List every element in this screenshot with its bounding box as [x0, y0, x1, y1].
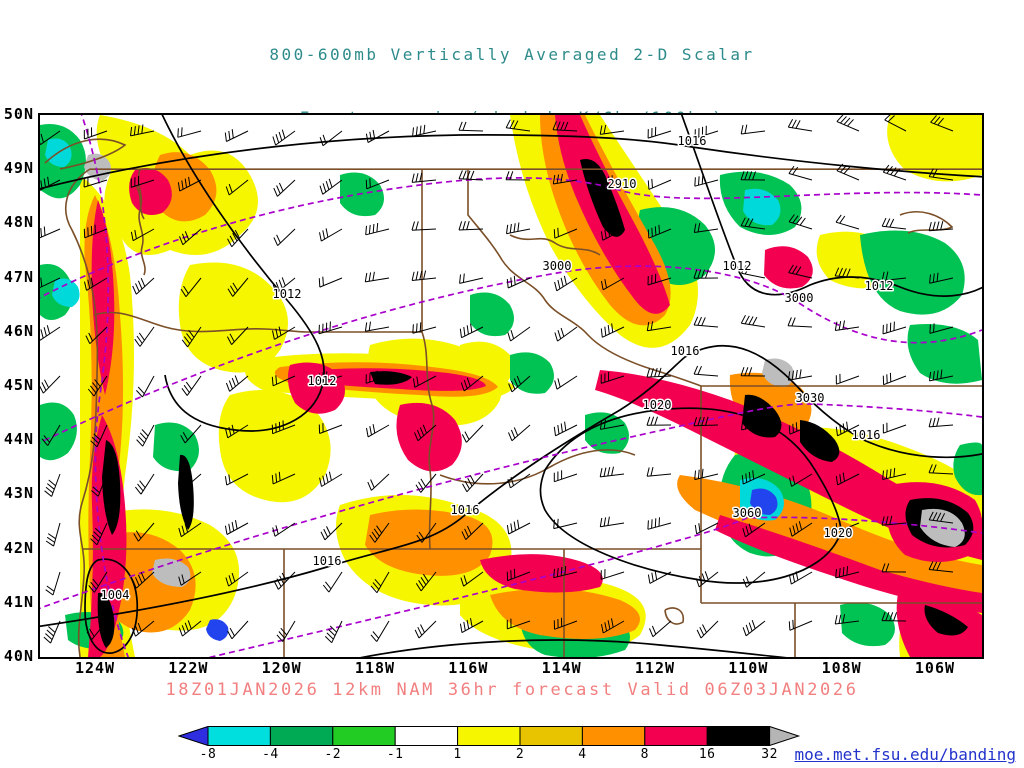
colorbar-tick-label: 16: [698, 747, 716, 762]
height-contour-label: 2910: [608, 177, 637, 191]
colorbar-segment: [394, 726, 459, 746]
colorbar-tick-label: -4: [262, 747, 279, 762]
colorbar-tick-label: 4: [578, 747, 587, 762]
colorbar-left-arrow: [177, 725, 209, 747]
colorbar-tick-label: -1: [386, 747, 404, 762]
y-axis-label: 44N: [3, 430, 34, 449]
height-contour-label: 3000: [543, 259, 572, 273]
shading-blue: [206, 488, 778, 641]
mslp-contour-label: 1004: [101, 588, 130, 602]
colorbar: -8 -4 -2 -1 1 2 4 8 16 32: [177, 725, 804, 766]
colorbar-tick-label: 8: [640, 747, 649, 762]
x-axis-label: 120W: [261, 659, 302, 677]
x-axis-label: 106W: [914, 659, 956, 677]
mslp-contour-label: 1016: [678, 134, 707, 148]
colorbar-segment: [207, 726, 271, 746]
mslp-contour-label: 1012: [308, 374, 337, 388]
height-contour-label: 3000: [785, 291, 814, 305]
height-contour-label: 3030: [796, 391, 825, 405]
colorbar-segment: [269, 726, 334, 746]
y-axis-label: 48N: [3, 213, 34, 232]
mslp-contour-label: 1016: [451, 503, 480, 517]
colorbar-segment: [706, 726, 771, 746]
geography-borders: [44, 138, 982, 657]
mslp-contour-label: 1020: [824, 526, 853, 540]
colorbar-tick-label: 32: [761, 747, 778, 762]
x-axis-label: 124W: [74, 659, 116, 677]
colorbar-segment: [519, 726, 583, 746]
forecast-caption: 18Z01JAN2026 12km NAM 36hr forecast Vali…: [165, 680, 859, 700]
colorbar-tick-label: -2: [324, 747, 342, 762]
x-axis-label: 114W: [541, 659, 582, 677]
colorbar-scale: [177, 725, 801, 747]
y-axis-label: 42N: [3, 538, 34, 557]
x-axis-label: 122W: [168, 659, 209, 677]
colorbar-tick-label: -8: [199, 747, 217, 762]
map-frame: 1016 1012 1012 1012 1012 1016 1020 1016 1016 1004…: [38, 113, 984, 659]
mslp-contour-label: 1020: [643, 398, 672, 412]
wind-barbs: [40, 115, 954, 644]
map-canvas: 1016 1012 1012 1012 1012 1016 1020 1016 1016 1004…: [40, 115, 982, 657]
x-axis-label: 110W: [728, 659, 769, 677]
mslp-contour-label: 1012: [723, 259, 752, 273]
colorbar-tick-label: 1: [453, 747, 462, 762]
height-contour-label: 3060: [733, 506, 762, 520]
mslp-contour-label: 1012: [865, 279, 894, 293]
x-axis-label: 118W: [354, 659, 396, 677]
title-line-1: 800-600mb Vertically Averaged 2-D Scalar: [269, 45, 755, 64]
y-axis-label: 43N: [3, 484, 34, 503]
mslp-contour-label: 1016: [671, 344, 700, 358]
x-axis-label: 116W: [448, 659, 489, 677]
contour-labels: 1016 1012 1012 1012 1012 1016 1020 1016 1016 1004…: [99, 133, 895, 604]
colorbar-segment: [457, 726, 521, 746]
y-axis-label: 45N: [3, 376, 34, 394]
y-axis-label: 46N: [3, 321, 34, 340]
y-axis-label: 47N: [3, 267, 34, 286]
colorbar-tick-label: 2: [515, 747, 525, 762]
mslp-contour-label: 1012: [273, 287, 302, 301]
colorbar-segment: [644, 726, 708, 746]
y-axis-label: 41N: [3, 592, 34, 611]
mslp-contours: [40, 115, 982, 657]
height-contours: [40, 115, 982, 657]
colorbar-segment: [581, 726, 646, 746]
y-axis-label: 49N: [3, 159, 34, 178]
site-link[interactable]: moe.met.fsu.edu/banding: [794, 745, 1016, 764]
mslp-contour-label: 1016: [852, 428, 881, 442]
colorbar-segment: [332, 726, 396, 746]
x-axis-label: 112W: [634, 659, 676, 677]
mslp-contour-label: 1016: [313, 554, 342, 568]
y-axis-label: 50N: [3, 105, 34, 123]
colorbar-right-arrow: [769, 725, 801, 747]
x-axis-label: 108W: [821, 659, 862, 677]
y-axis-label: 40N: [3, 647, 34, 665]
